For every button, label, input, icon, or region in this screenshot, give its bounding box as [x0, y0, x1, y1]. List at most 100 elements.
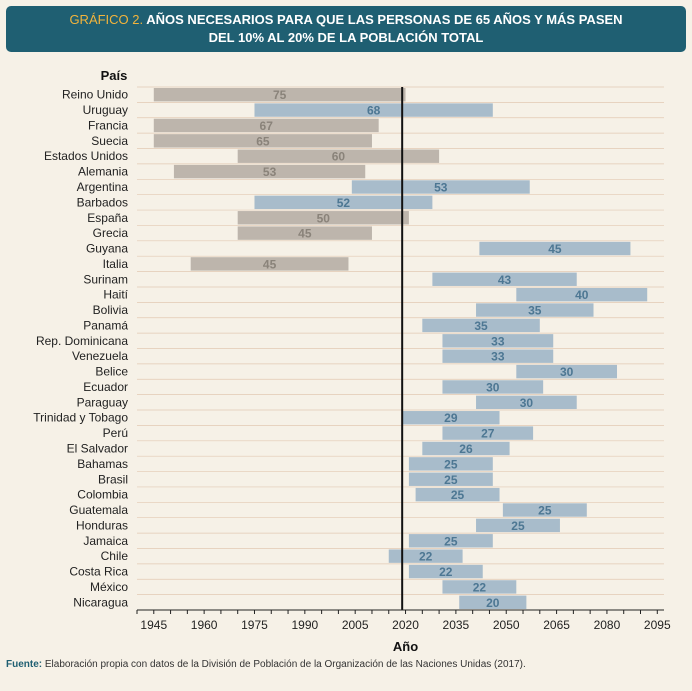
- country-label: Estados Unidos: [44, 149, 128, 163]
- bar-14: [476, 303, 594, 317]
- country-label: Venezuela: [72, 349, 128, 363]
- x-tick-label: 1975: [241, 618, 268, 632]
- value-label: 40: [575, 288, 589, 302]
- country-label: Chile: [101, 549, 129, 563]
- value-label: 25: [451, 488, 465, 502]
- country-label: Honduras: [76, 518, 128, 532]
- country-label: Guatemala: [69, 503, 128, 517]
- title-text-1: AÑOS NECESARIOS PARA QUE LAS PERSONAS DE…: [146, 12, 623, 27]
- source-label: Fuente:: [6, 659, 43, 670]
- bar-25: [408, 472, 493, 486]
- country-label: Belice: [95, 365, 128, 379]
- country-label: Haití: [103, 288, 128, 302]
- value-label: 43: [498, 273, 512, 287]
- country-label: Costa Rica: [69, 565, 128, 579]
- source-note: Fuente: Elaboración propia con datos de …: [6, 659, 526, 670]
- bar-19: [442, 380, 544, 394]
- country-label: Reino Unido: [62, 88, 128, 102]
- bar-31: [408, 564, 483, 579]
- bar-10: [479, 241, 631, 256]
- bar-12: [432, 272, 577, 286]
- country-label: Italia: [103, 257, 129, 271]
- country-label: Bolivia: [93, 303, 129, 317]
- bar-3: [153, 134, 372, 148]
- bar-9: [237, 226, 372, 240]
- value-label: 22: [419, 550, 433, 564]
- x-tick-label: 2080: [594, 618, 621, 632]
- source-text: Elaboración propia con datos de la Divis…: [44, 659, 526, 670]
- value-label: 25: [538, 504, 552, 518]
- country-label: México: [90, 580, 128, 594]
- title-line-2: DEL 10% AL 20% DE LA POBLACIÓN TOTAL: [208, 30, 484, 45]
- x-tick-label: 2005: [342, 618, 369, 632]
- value-label: 25: [444, 457, 458, 471]
- bar-22: [442, 426, 534, 440]
- title-line-1: GRÁFICO 2. AÑOS NECESARIOS PARA QUE LAS …: [69, 11, 622, 29]
- value-label: 45: [548, 242, 562, 256]
- value-label: 35: [474, 319, 488, 333]
- country-label: Perú: [103, 426, 128, 440]
- bar-7: [254, 195, 433, 210]
- bar-4: [237, 149, 440, 163]
- x-tick-label: 1945: [140, 618, 167, 632]
- country-label: Surinam: [83, 272, 128, 286]
- bar-11: [190, 257, 349, 271]
- bar-8: [237, 211, 409, 225]
- country-label: Uruguay: [83, 103, 128, 117]
- bar-29: [408, 534, 493, 548]
- bar-26: [415, 487, 500, 502]
- bar-0: [153, 88, 406, 102]
- country-label: El Salvador: [67, 441, 128, 455]
- value-label: 52: [337, 196, 351, 210]
- chart-title-banner: GRÁFICO 2. AÑOS NECESARIOS PARA QUE LAS …: [6, 6, 686, 52]
- country-label: Panamá: [83, 318, 128, 332]
- x-axis-title: Año: [393, 639, 418, 654]
- bar-13: [516, 287, 648, 302]
- bar-24: [408, 457, 493, 471]
- value-label: 33: [491, 350, 505, 364]
- value-label: 53: [263, 165, 277, 179]
- value-label: 68: [367, 104, 381, 118]
- bar-17: [442, 349, 554, 363]
- value-label: 60: [332, 150, 346, 164]
- value-label: 20: [486, 596, 500, 610]
- bar-27: [502, 503, 587, 517]
- bar-2: [153, 118, 379, 133]
- value-label: 27: [481, 427, 495, 441]
- value-label: 53: [434, 180, 448, 194]
- country-label: Jamaica: [83, 534, 128, 548]
- country-label: Grecia: [93, 226, 129, 240]
- country-label: Barbados: [77, 195, 128, 209]
- country-label: Colombia: [77, 488, 128, 502]
- country-label: Guyana: [86, 242, 128, 256]
- bar-6: [351, 180, 530, 194]
- country-label: Alemania: [78, 165, 128, 179]
- country-label: Rep. Dominicana: [36, 334, 128, 348]
- country-label: Nicaragua: [73, 595, 128, 609]
- value-label: 26: [459, 442, 473, 456]
- y-axis-title: País: [101, 68, 128, 83]
- country-label: España: [87, 211, 128, 225]
- country-label: Francia: [88, 118, 128, 132]
- bar-16: [442, 334, 554, 348]
- x-tick-label: 1960: [191, 618, 218, 632]
- country-label: Ecuador: [83, 380, 128, 394]
- bar-20: [476, 395, 577, 410]
- value-label: 22: [439, 565, 453, 579]
- country-label: Suecia: [91, 134, 128, 148]
- bar-5: [173, 164, 366, 179]
- bar-21: [402, 411, 500, 425]
- bar-33: [459, 595, 527, 609]
- x-tick-label: 1990: [291, 618, 318, 632]
- country-label: Bahamas: [77, 457, 128, 471]
- bar-30: [388, 549, 463, 563]
- bar-15: [422, 318, 540, 333]
- bar-1: [254, 103, 493, 117]
- value-label: 75: [273, 88, 287, 102]
- bar-32: [442, 580, 517, 594]
- value-label: 65: [256, 134, 270, 148]
- value-label: 30: [486, 380, 500, 394]
- bar-28: [476, 518, 560, 533]
- x-tick-label: 2065: [543, 618, 570, 632]
